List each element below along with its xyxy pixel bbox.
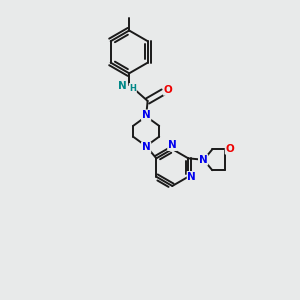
Text: N: N [142, 142, 151, 152]
Text: N: N [118, 81, 127, 91]
Text: O: O [226, 144, 234, 154]
Text: N: N [168, 140, 177, 150]
Text: N: N [199, 155, 208, 165]
Text: O: O [164, 85, 172, 95]
Text: N: N [142, 110, 151, 120]
Text: N: N [188, 172, 196, 182]
Text: H: H [129, 84, 136, 93]
